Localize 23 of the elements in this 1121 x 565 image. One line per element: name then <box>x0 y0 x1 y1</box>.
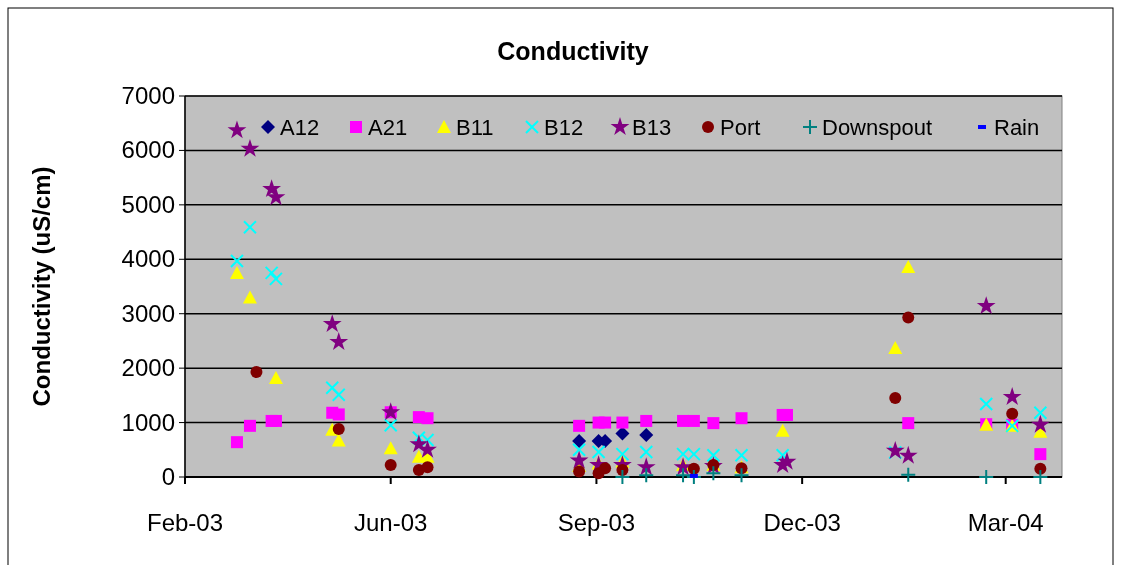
legend-label: Rain <box>994 115 1040 140</box>
y-tick-label: 0 <box>161 463 175 490</box>
chart-title: Conductivity <box>497 37 649 65</box>
legend-label: Downspout <box>822 115 933 140</box>
y-axis-title: Conductivity (uS/cm) <box>28 166 55 407</box>
x-tick-label: Sep-03 <box>557 509 636 536</box>
y-tick-label: 5000 <box>121 190 175 218</box>
x-tick-label: Jun-03 <box>354 509 428 536</box>
y-tick-label: 1000 <box>121 408 175 436</box>
legend-label: B12 <box>544 115 584 140</box>
legend-label: A21 <box>368 115 408 140</box>
y-tick-label: 2000 <box>121 354 175 382</box>
x-tick-label: Mar-04 <box>967 509 1044 536</box>
y-tick-label: 3000 <box>121 299 175 327</box>
y-tick-label: 4000 <box>121 245 175 273</box>
legend-label: B11 <box>456 115 494 140</box>
legend-label: B13 <box>632 115 672 140</box>
y-tick-label: 7000 <box>121 82 175 109</box>
legend-label: Port <box>720 115 761 140</box>
x-tick-label: Dec-03 <box>763 509 841 536</box>
legend-label: A12 <box>280 115 320 140</box>
x-tick-label: Feb-03 <box>146 509 224 536</box>
y-tick-label: 6000 <box>121 136 175 164</box>
